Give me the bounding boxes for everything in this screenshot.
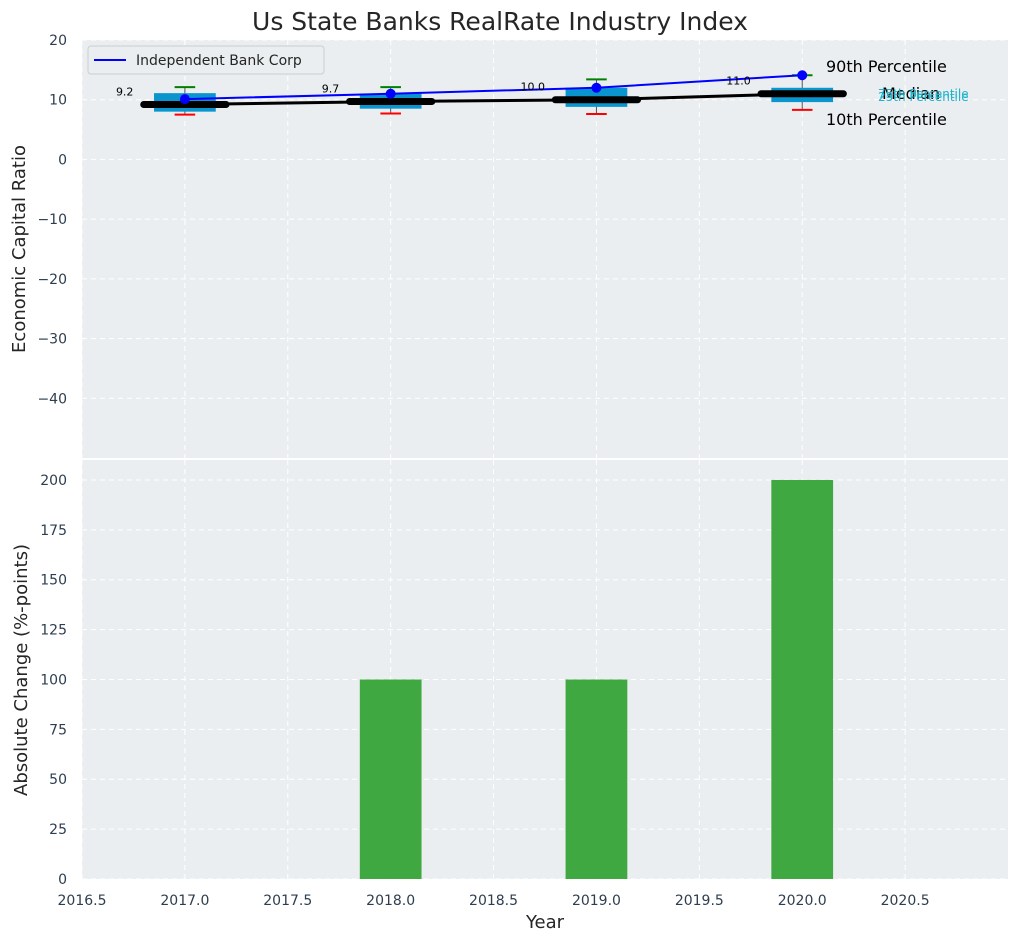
y-tick-label: 50	[49, 772, 67, 788]
annotation-90th-percentile: 90th Percentile	[826, 57, 947, 76]
annotation-median: Median	[882, 84, 940, 103]
y-tick-label: −40	[37, 391, 67, 407]
annotation-25th-percentile: 25th Percentile	[878, 90, 969, 104]
bottom-plot-area	[82, 460, 1008, 879]
y-tick-label: −10	[37, 212, 67, 228]
y-tick-label: 75	[49, 722, 67, 738]
top-y-axis-label: Economic Capital Ratio	[9, 145, 30, 353]
y-tick-label: −20	[37, 272, 67, 288]
legend-label: Independent Bank Corp	[136, 53, 302, 69]
y-tick-label: 175	[40, 523, 67, 539]
x-tick-label: 2019.5	[675, 893, 724, 909]
x-tick-label: 2017.0	[160, 893, 209, 909]
y-tick-label: 20	[49, 33, 67, 49]
series-point-independent-bank-corp	[179, 94, 190, 105]
x-tick-label: 2020.5	[881, 893, 930, 909]
change-bar	[771, 479, 834, 879]
legend: Independent Bank Corp	[87, 45, 325, 75]
legend-box	[87, 45, 325, 75]
y-tick-label: 0	[58, 872, 67, 888]
annotation-10th-percentile: 10th Percentile	[826, 110, 947, 129]
x-tick-label: 2020.0	[778, 893, 827, 909]
median-labels: 9.2 9.7 10.0 11.0	[116, 75, 751, 99]
median-value-label: 10.0	[521, 81, 546, 94]
annotation-75th-percentile: 75th Percentile	[878, 87, 969, 101]
series-point-independent-bank-corp	[385, 88, 396, 99]
y-tick-label: −30	[37, 332, 67, 348]
x-tick-label: 2017.5	[263, 893, 312, 909]
x-axis-label: Year	[525, 912, 565, 933]
x-tick-label: 2018.5	[469, 893, 518, 909]
bottom-bars	[359, 479, 834, 879]
series-point-independent-bank-corp	[591, 82, 602, 93]
median-value-label: 9.7	[322, 83, 340, 96]
y-tick-label: 150	[40, 573, 67, 589]
median-value-label: 11.0	[726, 75, 751, 88]
y-tick-label: 100	[40, 672, 67, 688]
bottom-y-tick-labels: 0 25 50 75 100 125 150 175 200	[40, 473, 67, 888]
series-point-independent-bank-corp	[797, 70, 808, 81]
y-tick-label: 10	[49, 93, 67, 109]
top-grid	[81, 39, 1008, 458]
y-tick-label: 200	[40, 473, 67, 489]
series-line-independent-bank-corp	[184, 74, 803, 101]
chart-title: Us State Banks RealRate Industry Index	[252, 7, 748, 36]
change-bar	[565, 679, 628, 879]
top-plot-area	[82, 40, 1008, 458]
bottom-grid	[81, 460, 1008, 880]
bottom-y-axis-label: Absolute Change (%-points)	[11, 544, 32, 796]
median-trend-line	[184, 92, 803, 106]
x-tick-label: 2019.0	[572, 893, 621, 909]
change-bar	[359, 679, 422, 879]
top-y-tick-labels: 20 10 0 −10 −20 −30 −40	[37, 33, 67, 407]
y-tick-label: 0	[58, 152, 67, 168]
x-tick-label: 2016.5	[58, 893, 107, 909]
x-tick-label: 2018.0	[366, 893, 415, 909]
top-series	[140, 70, 847, 108]
y-tick-label: 125	[40, 623, 67, 639]
y-tick-label: 25	[49, 822, 67, 838]
median-value-label: 9.2	[116, 85, 134, 98]
x-tick-labels: 2016.5 2017.0 2017.5 2018.0 2018.5 2019.0 2019…	[58, 893, 930, 909]
